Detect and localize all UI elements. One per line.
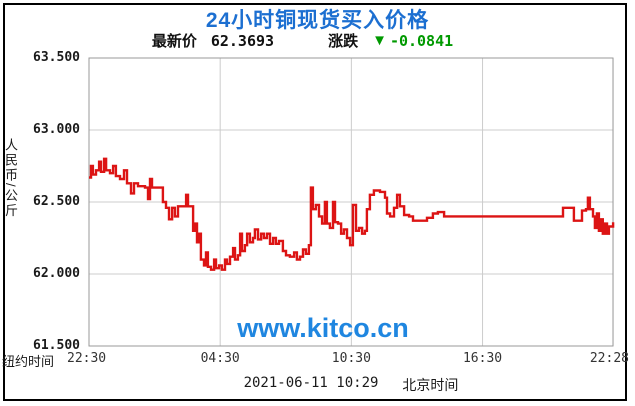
x-tick-label: 16:30 xyxy=(462,351,503,366)
x-axis-labels: 纽约时间 22:30 04:30 10:30 16:30 22:28 xyxy=(0,351,635,369)
gridlines xyxy=(88,57,614,347)
chart-subtitle: 最新价 62.3693 涨跌 ▼ -0.0841 xyxy=(0,30,605,51)
price-line xyxy=(89,157,615,271)
y-tick-label: 62.500 xyxy=(33,194,80,209)
footer-timestamp: 2021-06-11 10:29 北京时间 xyxy=(89,375,613,395)
x-tick-label: 04:30 xyxy=(200,351,240,366)
outer-frame xyxy=(3,3,627,401)
y-tick-label: 61.500 xyxy=(33,338,80,353)
x-tick-label: 10:30 xyxy=(331,351,371,366)
x-tick-label: 22:28 xyxy=(589,351,629,366)
latest-price-value: 62.3693 xyxy=(210,31,275,50)
x-axis-timezone-prefix: 纽约时间 xyxy=(2,354,55,369)
y-tick-label: 63.000 xyxy=(33,122,80,137)
kitco-watermark: www.kitco.cn xyxy=(237,313,409,343)
change-value: -0.0841 xyxy=(389,31,454,50)
latest-price-label: 最新价 xyxy=(151,33,197,50)
down-arrow-icon: ▼ xyxy=(372,32,387,49)
footer-datetime: 2021-06-11 10:29 xyxy=(243,375,379,391)
x-tick-label: 22:30 xyxy=(67,351,107,366)
change-label: 涨跌 xyxy=(328,33,359,50)
y-axis-title: 人民币/公斤 xyxy=(3,138,18,219)
y-axis-labels: 63.500 63.000 62.500 62.000 61.500 xyxy=(0,0,82,406)
chart-title: 24小时铜现货买入价格 xyxy=(205,9,430,32)
y-tick-label: 62.000 xyxy=(33,266,80,281)
plot-border xyxy=(88,57,614,347)
y-tick-label: 63.500 xyxy=(33,50,80,65)
change-group: ▼ -0.0841 xyxy=(372,32,453,50)
footer-timezone-label: 北京时间 xyxy=(402,377,459,393)
